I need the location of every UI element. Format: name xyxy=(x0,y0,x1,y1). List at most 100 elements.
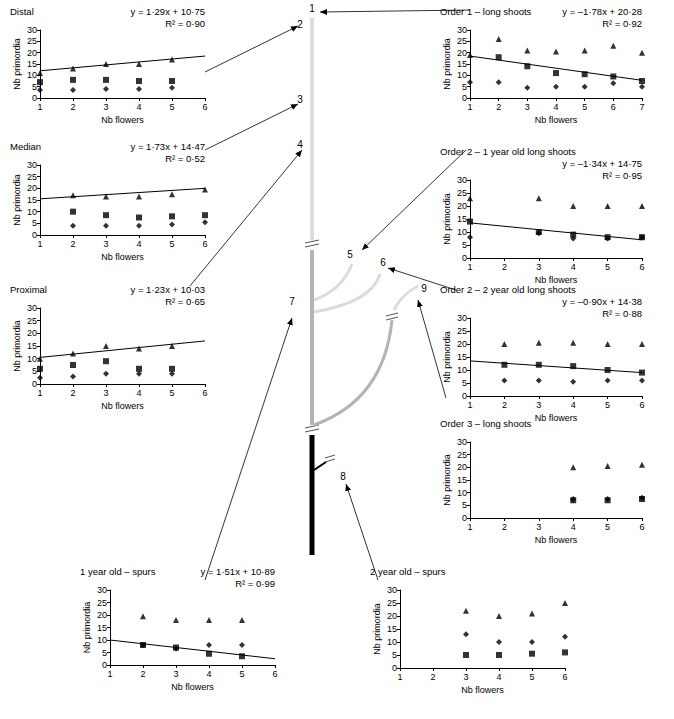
svg-text:2: 2 xyxy=(297,19,303,30)
svg-text:5: 5 xyxy=(462,500,467,510)
svg-text:y = –0·90x + 14·38: y = –0·90x + 14·38 xyxy=(562,296,642,307)
svg-text:10: 10 xyxy=(27,70,37,80)
svg-text:3: 3 xyxy=(525,102,530,112)
svg-text:Nb primordia: Nb primordia xyxy=(442,38,452,90)
svg-text:15: 15 xyxy=(457,214,467,224)
svg-text:1: 1 xyxy=(37,239,42,249)
svg-text:3: 3 xyxy=(536,400,541,410)
svg-text:20: 20 xyxy=(27,328,37,338)
svg-text:y = 1·23x + 10·03: y = 1·23x + 10·03 xyxy=(131,284,205,295)
svg-text:5: 5 xyxy=(169,239,174,249)
svg-text:15: 15 xyxy=(97,623,107,633)
svg-text:4: 4 xyxy=(553,102,558,112)
svg-text:4: 4 xyxy=(571,400,576,410)
svg-text:20: 20 xyxy=(457,201,467,211)
svg-text:30: 30 xyxy=(27,160,37,170)
svg-text:5: 5 xyxy=(32,218,37,228)
svg-text:R² = 0·90: R² = 0·90 xyxy=(165,18,205,29)
svg-text:25: 25 xyxy=(27,172,37,182)
svg-text:0: 0 xyxy=(102,660,107,670)
svg-text:30: 30 xyxy=(457,175,467,185)
svg-text:y = 1·73x + 14·47: y = 1·73x + 14·47 xyxy=(131,141,205,152)
svg-text:Nb primordia: Nb primordia xyxy=(442,193,452,245)
svg-text:1: 1 xyxy=(37,102,42,112)
svg-text:Median: Median xyxy=(10,141,41,152)
svg-text:15: 15 xyxy=(27,341,37,351)
svg-text:1: 1 xyxy=(309,3,315,14)
svg-text:1: 1 xyxy=(397,672,402,682)
svg-text:2: 2 xyxy=(502,400,507,410)
svg-text:6: 6 xyxy=(562,672,567,682)
svg-text:20: 20 xyxy=(457,48,467,58)
svg-text:1: 1 xyxy=(467,522,472,532)
svg-text:R² = 0·92: R² = 0·92 xyxy=(602,18,642,29)
svg-text:0: 0 xyxy=(462,513,467,523)
svg-text:20: 20 xyxy=(387,611,397,621)
svg-text:15: 15 xyxy=(27,59,37,69)
svg-text:15: 15 xyxy=(457,352,467,362)
svg-text:0: 0 xyxy=(32,230,37,240)
svg-text:10: 10 xyxy=(457,488,467,498)
svg-text:Nb flowers: Nb flowers xyxy=(101,401,144,411)
svg-text:Nb flowers: Nb flowers xyxy=(535,115,578,125)
svg-text:10: 10 xyxy=(457,70,467,80)
svg-text:9: 9 xyxy=(421,283,427,294)
svg-text:y = –1·78x + 20·28: y = –1·78x + 20·28 xyxy=(562,6,642,17)
svg-text:Order 3 – long shoots: Order 3 – long shoots xyxy=(440,418,532,429)
svg-text:3: 3 xyxy=(463,672,468,682)
svg-text:1: 1 xyxy=(467,102,472,112)
svg-text:0: 0 xyxy=(32,379,37,389)
svg-text:Distal: Distal xyxy=(10,6,34,17)
svg-text:25: 25 xyxy=(457,450,467,460)
svg-text:2: 2 xyxy=(502,262,507,272)
svg-text:5: 5 xyxy=(462,240,467,250)
svg-text:3: 3 xyxy=(103,388,108,398)
svg-text:Nb primordia: Nb primordia xyxy=(442,331,452,383)
svg-text:4: 4 xyxy=(206,669,211,679)
svg-text:1: 1 xyxy=(37,388,42,398)
svg-text:25: 25 xyxy=(387,598,397,608)
svg-text:5: 5 xyxy=(239,669,244,679)
svg-text:15: 15 xyxy=(387,624,397,634)
svg-text:4: 4 xyxy=(496,672,501,682)
svg-text:Nb flowers: Nb flowers xyxy=(101,252,144,262)
svg-text:30: 30 xyxy=(387,585,397,595)
svg-text:20: 20 xyxy=(97,610,107,620)
svg-text:1: 1 xyxy=(467,400,472,410)
svg-text:R² = 0·88: R² = 0·88 xyxy=(602,308,642,319)
svg-text:Order 2 – 2 year old long shoo: Order 2 – 2 year old long shoots xyxy=(440,284,576,295)
svg-text:y = –1·34x + 14·75: y = –1·34x + 14·75 xyxy=(562,158,642,169)
svg-text:5: 5 xyxy=(529,672,534,682)
svg-text:1: 1 xyxy=(467,262,472,272)
svg-text:30: 30 xyxy=(457,437,467,447)
svg-text:2: 2 xyxy=(70,102,75,112)
svg-text:Nb flowers: Nb flowers xyxy=(171,682,214,692)
svg-text:25: 25 xyxy=(457,326,467,336)
svg-text:2: 2 xyxy=(70,388,75,398)
svg-text:7: 7 xyxy=(639,102,644,112)
svg-text:7: 7 xyxy=(289,296,295,307)
svg-text:Nb flowers: Nb flowers xyxy=(101,115,144,125)
svg-text:5: 5 xyxy=(32,82,37,92)
svg-text:5: 5 xyxy=(605,522,610,532)
svg-text:5: 5 xyxy=(462,378,467,388)
svg-text:8: 8 xyxy=(340,471,346,482)
svg-text:0: 0 xyxy=(32,93,37,103)
svg-text:30: 30 xyxy=(457,25,467,35)
svg-text:4: 4 xyxy=(136,388,141,398)
svg-text:6: 6 xyxy=(639,522,644,532)
svg-text:Nb primordia: Nb primordia xyxy=(442,454,452,506)
svg-text:2: 2 xyxy=(502,522,507,532)
svg-text:5: 5 xyxy=(102,648,107,658)
svg-text:5: 5 xyxy=(605,262,610,272)
svg-text:15: 15 xyxy=(457,475,467,485)
svg-text:5: 5 xyxy=(347,249,353,260)
svg-text:10: 10 xyxy=(97,635,107,645)
svg-text:5: 5 xyxy=(169,388,174,398)
svg-text:R² = 0·95: R² = 0·95 xyxy=(602,170,642,181)
svg-text:4: 4 xyxy=(136,239,141,249)
svg-text:15: 15 xyxy=(27,195,37,205)
svg-text:6: 6 xyxy=(202,102,207,112)
svg-text:0: 0 xyxy=(462,391,467,401)
svg-text:0: 0 xyxy=(392,663,397,673)
